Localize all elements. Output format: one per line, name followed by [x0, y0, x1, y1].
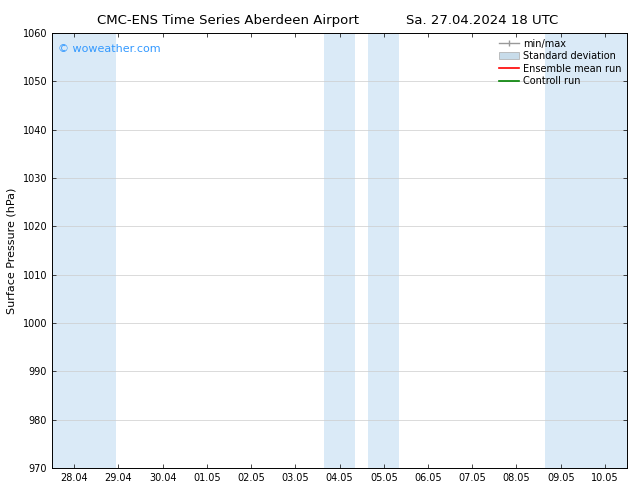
- Text: © woweather.com: © woweather.com: [58, 44, 160, 54]
- Text: Sa. 27.04.2024 18 UTC: Sa. 27.04.2024 18 UTC: [406, 14, 558, 27]
- Bar: [52, 33, 116, 468]
- Bar: [545, 33, 627, 468]
- Y-axis label: Surface Pressure (hPa): Surface Pressure (hPa): [7, 187, 17, 314]
- Text: CMC-ENS Time Series Aberdeen Airport: CMC-ENS Time Series Aberdeen Airport: [97, 14, 359, 27]
- Bar: [368, 33, 399, 468]
- Legend: min/max, Standard deviation, Ensemble mean run, Controll run: min/max, Standard deviation, Ensemble me…: [496, 35, 625, 90]
- Bar: [324, 33, 355, 468]
